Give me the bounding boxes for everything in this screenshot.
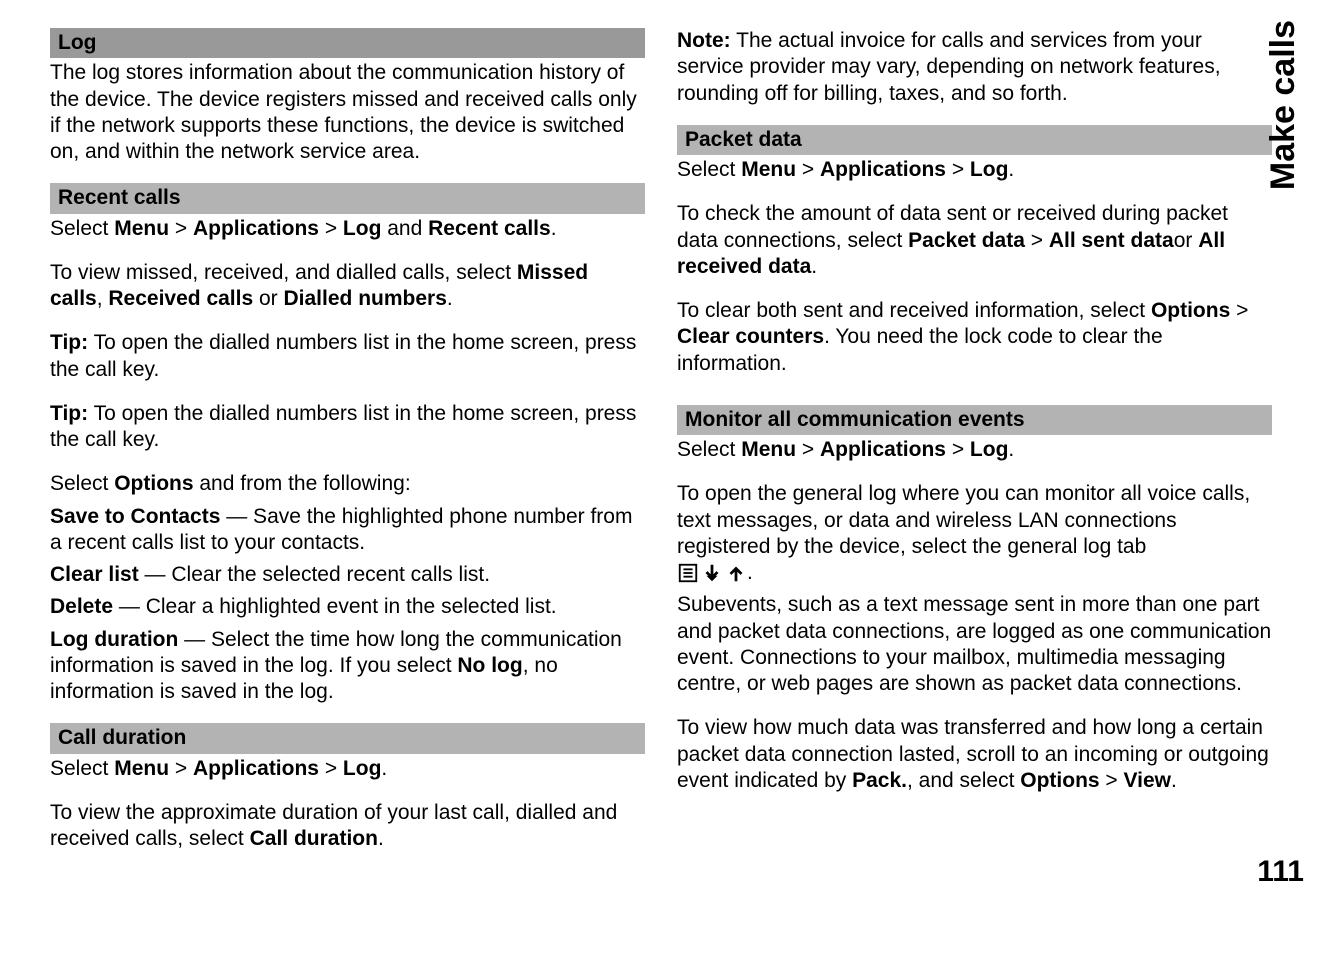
call-duration-label: Call duration xyxy=(250,827,378,850)
tip-label: Tip: xyxy=(50,402,88,425)
recent-calls-label: Recent calls xyxy=(428,217,551,240)
log-duration-item: Log duration — Select the time how long … xyxy=(50,627,645,706)
options-label: Options xyxy=(114,472,193,495)
tip-2: Tip: To open the dialled numbers list in… xyxy=(50,401,645,454)
clear-list-item: Clear list — Clear the selected recent c… xyxy=(50,562,645,588)
save-to-contacts-item: Save to Contacts — Save the highlighted … xyxy=(50,504,645,557)
menu-label: Menu xyxy=(114,757,169,780)
dialled-numbers-label: Dialled numbers xyxy=(284,287,447,310)
right-column: Note: The actual invoice for calls and s… xyxy=(677,28,1272,926)
missed-calls-para: To view missed, received, and dialled ca… xyxy=(50,260,645,313)
log-label: Log xyxy=(343,757,381,780)
view-data-para: To view how much data was transferred an… xyxy=(677,715,1272,794)
options-label: Options xyxy=(1020,769,1099,792)
menu-label: Menu xyxy=(114,217,169,240)
applications-label: Applications xyxy=(820,158,946,181)
up-arrow-icon xyxy=(725,562,747,584)
call-duration-para: To view the approximate duration of your… xyxy=(50,800,645,853)
recent-calls-select: Select Menu > Applications > Log and Rec… xyxy=(50,216,645,242)
menu-label: Menu xyxy=(741,438,796,461)
options-intro: Select Options and from the following: xyxy=(50,471,645,497)
general-log-tab-icon xyxy=(677,562,747,584)
monitor-events-header: Monitor all communication events xyxy=(677,405,1272,435)
monitor-open-para: To open the general log where you can mo… xyxy=(677,481,1272,586)
list-icon xyxy=(677,562,699,584)
log-duration-label: Log duration xyxy=(50,628,178,651)
page: Log The log stores information about the… xyxy=(0,0,1322,954)
log-label: Log xyxy=(343,217,381,240)
save-to-contacts-label: Save to Contacts xyxy=(50,505,220,528)
tip-label: Tip: xyxy=(50,331,88,354)
options-label: Options xyxy=(1151,299,1230,322)
applications-label: Applications xyxy=(193,757,319,780)
left-column: Log The log stores information about the… xyxy=(50,28,645,926)
down-arrow-icon xyxy=(701,562,723,584)
applications-label: Applications xyxy=(820,438,946,461)
no-log-label: No log xyxy=(457,654,522,677)
page-number: 111 xyxy=(1257,853,1304,891)
packet-data-header: Packet data xyxy=(677,125,1272,155)
log-label: Log xyxy=(970,158,1008,181)
subevents-para: Subevents, such as a text message sent i… xyxy=(677,592,1272,697)
received-calls-label: Received calls xyxy=(108,287,253,310)
clear-counters-label: Clear counters xyxy=(677,325,824,348)
sidebar-section-title: Make calls xyxy=(1262,20,1305,190)
log-label: Log xyxy=(970,438,1008,461)
call-duration-select: Select Menu > Applications > Log. xyxy=(50,756,645,782)
applications-label: Applications xyxy=(193,217,319,240)
packet-check-para: To check the amount of data sent or rece… xyxy=(677,201,1272,280)
call-duration-header: Call duration xyxy=(50,723,645,753)
packet-clear-para: To clear both sent and received informat… xyxy=(677,298,1272,377)
delete-item: Delete — Clear a highlighted event in th… xyxy=(50,594,645,620)
log-body: The log stores information about the com… xyxy=(50,60,645,165)
log-header: Log xyxy=(50,28,645,58)
delete-label: Delete xyxy=(50,595,113,618)
view-label: View xyxy=(1124,769,1171,792)
note-para: Note: The actual invoice for calls and s… xyxy=(677,28,1272,107)
packet-data-select: Select Menu > Applications > Log. xyxy=(677,157,1272,183)
monitor-select: Select Menu > Applications > Log. xyxy=(677,437,1272,463)
pack-label: Pack. xyxy=(852,769,907,792)
menu-label: Menu xyxy=(741,158,796,181)
clear-list-label: Clear list xyxy=(50,563,139,586)
recent-calls-header: Recent calls xyxy=(50,183,645,213)
note-label: Note: xyxy=(677,29,731,52)
tip-1: Tip: To open the dialled numbers list in… xyxy=(50,330,645,383)
packet-data-label: Packet data xyxy=(908,229,1025,252)
all-sent-data-label: All sent data xyxy=(1049,229,1174,252)
